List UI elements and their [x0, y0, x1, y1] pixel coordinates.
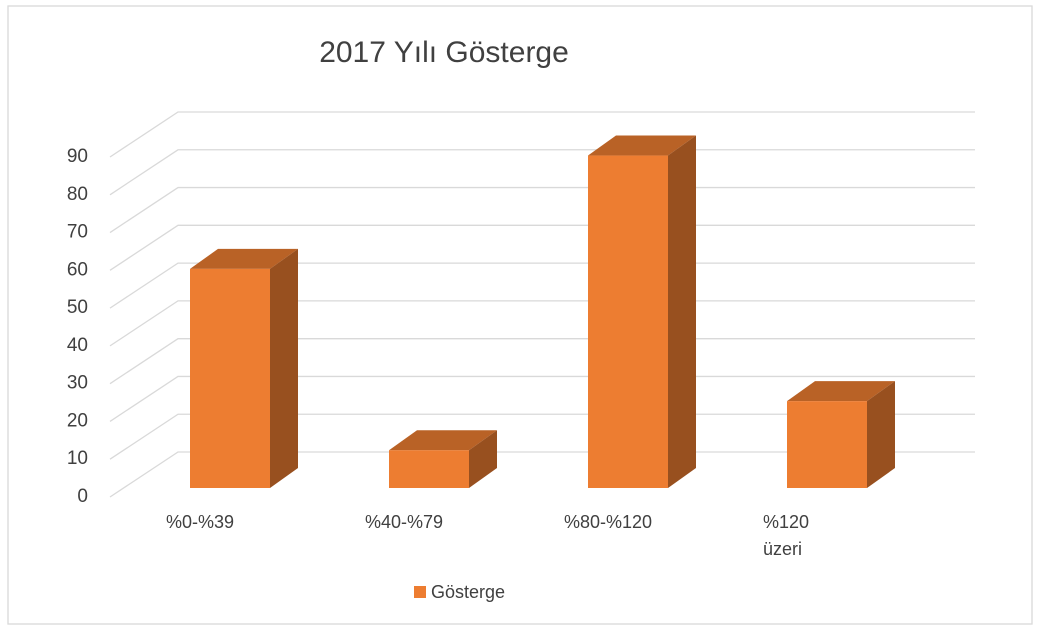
legend-swatch: [414, 586, 426, 598]
y-tick-label: 20: [67, 410, 88, 431]
grid-line: [109, 413, 975, 460]
x-tick-label-line: üzeri: [763, 539, 802, 559]
y-tick-label: 90: [67, 146, 88, 167]
grid-line: [109, 111, 975, 158]
chart-border: [7, 5, 1033, 625]
y-tick-label: 40: [67, 335, 88, 356]
y-tick-label: 50: [67, 297, 88, 318]
bar: [190, 248, 298, 488]
bar-front: [787, 401, 867, 488]
grid-line: [109, 149, 975, 196]
bar-side: [469, 430, 497, 488]
bar-front: [389, 450, 469, 488]
grid-line: [109, 451, 975, 498]
x-tick-label: %80-%120: [564, 512, 652, 532]
grid-line: [109, 375, 975, 422]
grid-line: [109, 338, 975, 385]
bar-top: [190, 248, 298, 269]
bar-front: [588, 155, 668, 489]
bar-side: [867, 381, 895, 488]
grid-line: [109, 262, 975, 309]
chart-title: 2017 Yılı Gösterge: [319, 36, 569, 69]
grid-line: [109, 224, 975, 271]
x-tick-label: %40-%79: [365, 512, 443, 532]
bar: [588, 135, 696, 489]
y-tick-label: 80: [67, 184, 88, 205]
y-tick-label: 10: [67, 448, 88, 469]
y-tick-label: 60: [67, 259, 88, 280]
grid-line: [109, 300, 975, 347]
y-tick-label: 30: [67, 373, 88, 394]
x-tick-label-line: %120: [763, 512, 809, 532]
legend-label: Gösterge: [431, 582, 505, 602]
y-tick-label: 70: [67, 222, 88, 243]
x-tick-label: %120 üzeri: [763, 512, 809, 559]
bar-top: [389, 430, 497, 451]
grid-line: [109, 186, 975, 234]
bar: [787, 381, 895, 488]
bar: [389, 430, 497, 488]
bar-side: [270, 248, 298, 488]
bar-top: [588, 135, 696, 156]
bar-front: [190, 268, 270, 488]
y-tick-label: 0: [77, 486, 88, 507]
x-tick-label: %0-%39: [166, 512, 234, 532]
bar-top: [787, 381, 895, 402]
bar-side: [668, 135, 696, 489]
